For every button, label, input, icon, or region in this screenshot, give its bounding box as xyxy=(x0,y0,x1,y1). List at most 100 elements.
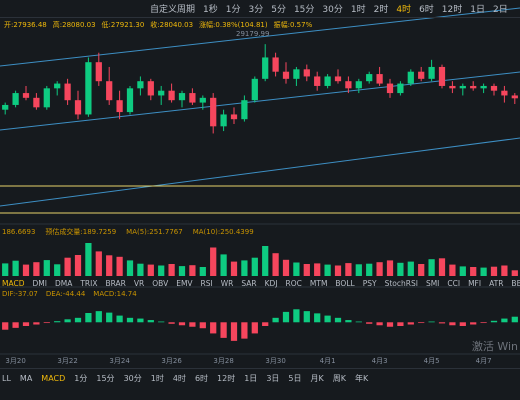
bottom-item[interactable]: 6时 xyxy=(194,374,209,383)
volume-bar xyxy=(459,266,466,276)
bottom-item[interactable]: 月K xyxy=(310,374,324,383)
indicator-tab[interactable]: BOLL xyxy=(335,278,355,288)
timeframe[interactable]: 4时 xyxy=(396,5,412,15)
volume-bar xyxy=(147,264,154,276)
x-date-label: 3月30 xyxy=(265,357,285,365)
bottom-item[interactable]: MACD xyxy=(41,374,66,383)
custom-period[interactable]: 自定义周期 xyxy=(150,5,196,15)
bottom-item[interactable]: 15分 xyxy=(96,374,115,383)
volume-bar xyxy=(303,264,310,276)
timeframe[interactable]: 1时 xyxy=(350,5,366,15)
volume-bar xyxy=(126,260,134,276)
bottom-item[interactable]: 12时 xyxy=(217,374,236,383)
indicator-tab[interactable]: SMI xyxy=(425,278,440,288)
candle-body xyxy=(251,78,258,101)
macd-bar xyxy=(324,315,331,323)
timeframe[interactable]: 2日 xyxy=(492,5,508,15)
volume-bar xyxy=(43,260,50,276)
volume-bar xyxy=(376,262,383,276)
bottom-item[interactable]: 1日 xyxy=(244,374,258,383)
indicator-tab[interactable]: CCI xyxy=(447,278,461,288)
macd-bar xyxy=(480,322,487,324)
indicator-tab[interactable]: EMV xyxy=(176,278,193,288)
candle-body xyxy=(147,81,154,96)
timeframe[interactable]: 15分 xyxy=(293,5,315,15)
timeframe[interactable]: 6时 xyxy=(419,5,434,15)
candle-body xyxy=(459,85,466,89)
bottom-item[interactable]: 1时 xyxy=(150,374,164,383)
timeframe[interactable]: 5分 xyxy=(271,5,286,15)
volume-bar xyxy=(116,256,123,276)
timeframe[interactable]: 1日 xyxy=(470,5,485,15)
indicator-tab[interactable]: BBW xyxy=(511,278,520,288)
candle-body xyxy=(470,85,477,89)
indicator-tab[interactable]: DMA xyxy=(54,278,73,288)
timeframe[interactable]: 30分 xyxy=(322,5,343,15)
indicator-tab[interactable]: TRIX xyxy=(80,278,98,288)
bottom-item[interactable]: 4时 xyxy=(172,374,186,383)
volume-label: MA(10):250.4399 xyxy=(192,227,254,236)
macd-bar xyxy=(272,317,279,323)
indicator-tab[interactable]: RSI xyxy=(200,278,213,288)
indicator-tab[interactable]: ROC xyxy=(285,278,302,288)
volume-legend: 186.6693 预估成交量:189.7259 MA(5):251.7767 MA(1… xyxy=(0,226,520,237)
macd-label: DIF:-37.07 xyxy=(2,290,38,298)
bottom-item[interactable]: 周K xyxy=(332,374,346,383)
volume-bar xyxy=(262,246,269,276)
volume-bar xyxy=(137,263,144,276)
indicator-tab[interactable]: OBV xyxy=(152,278,169,288)
indicator-tab[interactable]: SAR xyxy=(241,278,257,288)
bottom-item[interactable]: 30分 xyxy=(123,374,142,383)
indicator-tab[interactable]: StochRSI xyxy=(384,278,418,288)
candle-body xyxy=(12,93,19,105)
volume-bar xyxy=(449,264,456,276)
timeframe[interactable]: 2时 xyxy=(373,5,389,15)
candle-body xyxy=(397,83,404,94)
volume-bar xyxy=(85,243,92,276)
candle-body xyxy=(334,76,342,82)
channel-line xyxy=(0,71,520,131)
timeframe[interactable]: 12时 xyxy=(441,5,463,15)
volume-bar xyxy=(438,258,446,276)
indicator-tab[interactable]: ATR xyxy=(489,278,504,288)
candle-body xyxy=(428,66,435,79)
bottom-bar: LL MA MACD 1分 15分 30分 1时 4时 6时 12时 1日 3日 5日 月K 周K 年K xyxy=(0,368,520,388)
timeframe[interactable]: 3分 xyxy=(248,5,264,15)
volume-label: 186.6693 xyxy=(2,227,36,236)
timeframe[interactable]: 1秒 xyxy=(203,5,218,15)
indicator-tab[interactable]: WR xyxy=(220,278,234,288)
macd-bar xyxy=(490,320,498,323)
candle-body xyxy=(345,81,352,89)
indicator-tab[interactable]: KDJ xyxy=(264,278,278,288)
indicator-tab[interactable]: VR xyxy=(133,278,145,288)
candle-body xyxy=(220,114,227,127)
bottom-item[interactable]: 1分 xyxy=(74,374,88,383)
indicator-tab[interactable]: DMI xyxy=(32,278,47,288)
indicator-tab[interactable]: MTM xyxy=(309,278,328,288)
indicator-tab[interactable]: PSY xyxy=(362,278,377,288)
macd-bar xyxy=(428,321,435,323)
bottom-item[interactable]: 年K xyxy=(355,374,369,383)
bottom-item[interactable]: 5日 xyxy=(288,374,302,383)
indicator-tab[interactable]: MACD xyxy=(2,278,25,288)
x-date-label: 4月7 xyxy=(476,357,492,365)
bottom-item[interactable]: MA xyxy=(19,374,33,383)
x-date-label: 4月1 xyxy=(320,357,336,365)
candle-body xyxy=(199,97,206,103)
timeframe[interactable]: 1分 xyxy=(225,5,241,15)
ohlc-low: 低:27921.30 xyxy=(101,20,145,29)
toolbar: 自定义周期 1秒 1分 3分 5分 15分 30分 1时 2时 4时 6时 12时 1日 2日 xyxy=(0,0,520,18)
macd-bar xyxy=(74,317,82,323)
macd-bar xyxy=(303,311,310,323)
indicator-tab[interactable]: MFI xyxy=(468,278,482,288)
bottom-item[interactable]: LL xyxy=(2,374,11,383)
volume-bar xyxy=(158,265,165,276)
indicator-tab[interactable]: BRAR xyxy=(105,278,126,288)
high-label: 29179.99 xyxy=(236,30,269,38)
x-date-label: 3月22 xyxy=(57,357,77,365)
bottom-item[interactable]: 3日 xyxy=(266,374,280,383)
macd-bar xyxy=(355,321,362,323)
candle-body xyxy=(54,83,61,89)
volume-bar xyxy=(293,262,300,276)
volume-bar xyxy=(501,265,508,276)
